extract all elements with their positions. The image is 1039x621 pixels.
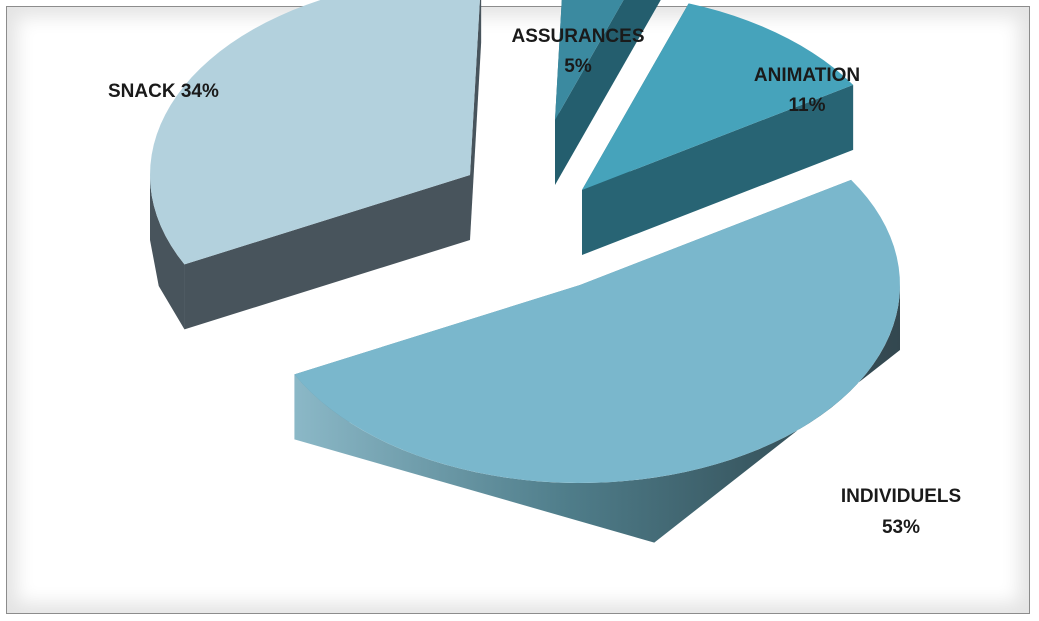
label-animation-name: ANIMATION [754, 65, 860, 86]
label-individuels-name: INDIVIDUELS [841, 486, 961, 507]
slice-assurances-top [555, 0, 624, 120]
slice-snack-radial-side-1 [470, 0, 482, 240]
slice-snack-outer-wall-0 [150, 175, 185, 330]
slice-snack-radial-side-0 [184, 175, 470, 330]
slice-assurances-radial-side-1 [555, 0, 661, 185]
label-animation-value: 11% [789, 95, 826, 116]
slice-snack-top [150, 0, 480, 265]
slice-animation-top [582, 3, 854, 190]
label-assurances-value: 5% [564, 56, 592, 77]
label-snack: SNACK 34% [108, 81, 219, 102]
slice-animation-radial-side-1 [582, 84, 854, 255]
slice-tops [150, 0, 900, 483]
slice-individuels-outer-wall-0 [294, 285, 901, 543]
slice-individuels-top [294, 179, 900, 483]
label-individuels-value: 53% [882, 517, 920, 538]
label-assurances-name: ASSURANCES [511, 26, 644, 47]
